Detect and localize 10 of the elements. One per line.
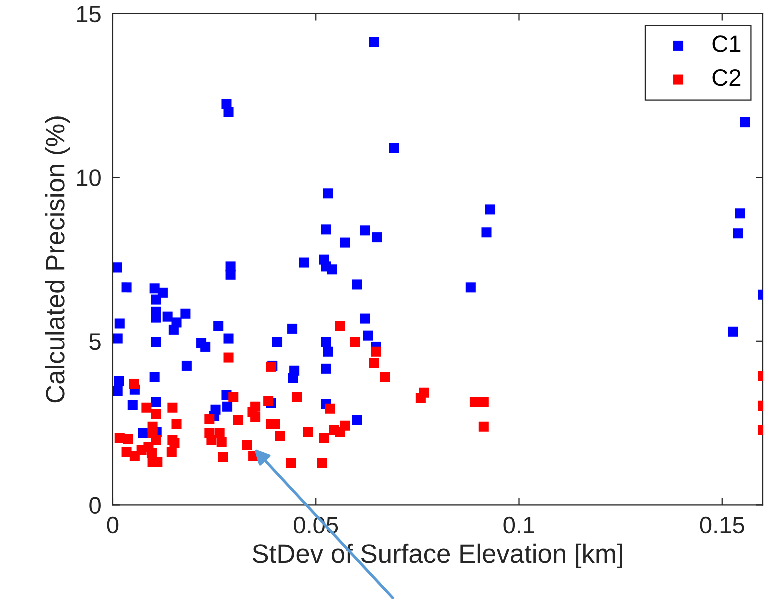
- x-tick-label: 0.15: [700, 516, 744, 534]
- x-tick-label: 0: [107, 516, 119, 534]
- legend-label: C1: [712, 36, 741, 52]
- y-tick-label: 10: [77, 170, 101, 186]
- y-tick-label: 5: [90, 334, 101, 350]
- legend-label: C2: [712, 69, 741, 86]
- y-axis-title: Calculated Precision (%): [45, 116, 70, 403]
- y-tick-label: 0: [90, 497, 101, 514]
- y-tick-label: 15: [77, 6, 101, 23]
- x-tick-label: 0.1: [504, 516, 535, 534]
